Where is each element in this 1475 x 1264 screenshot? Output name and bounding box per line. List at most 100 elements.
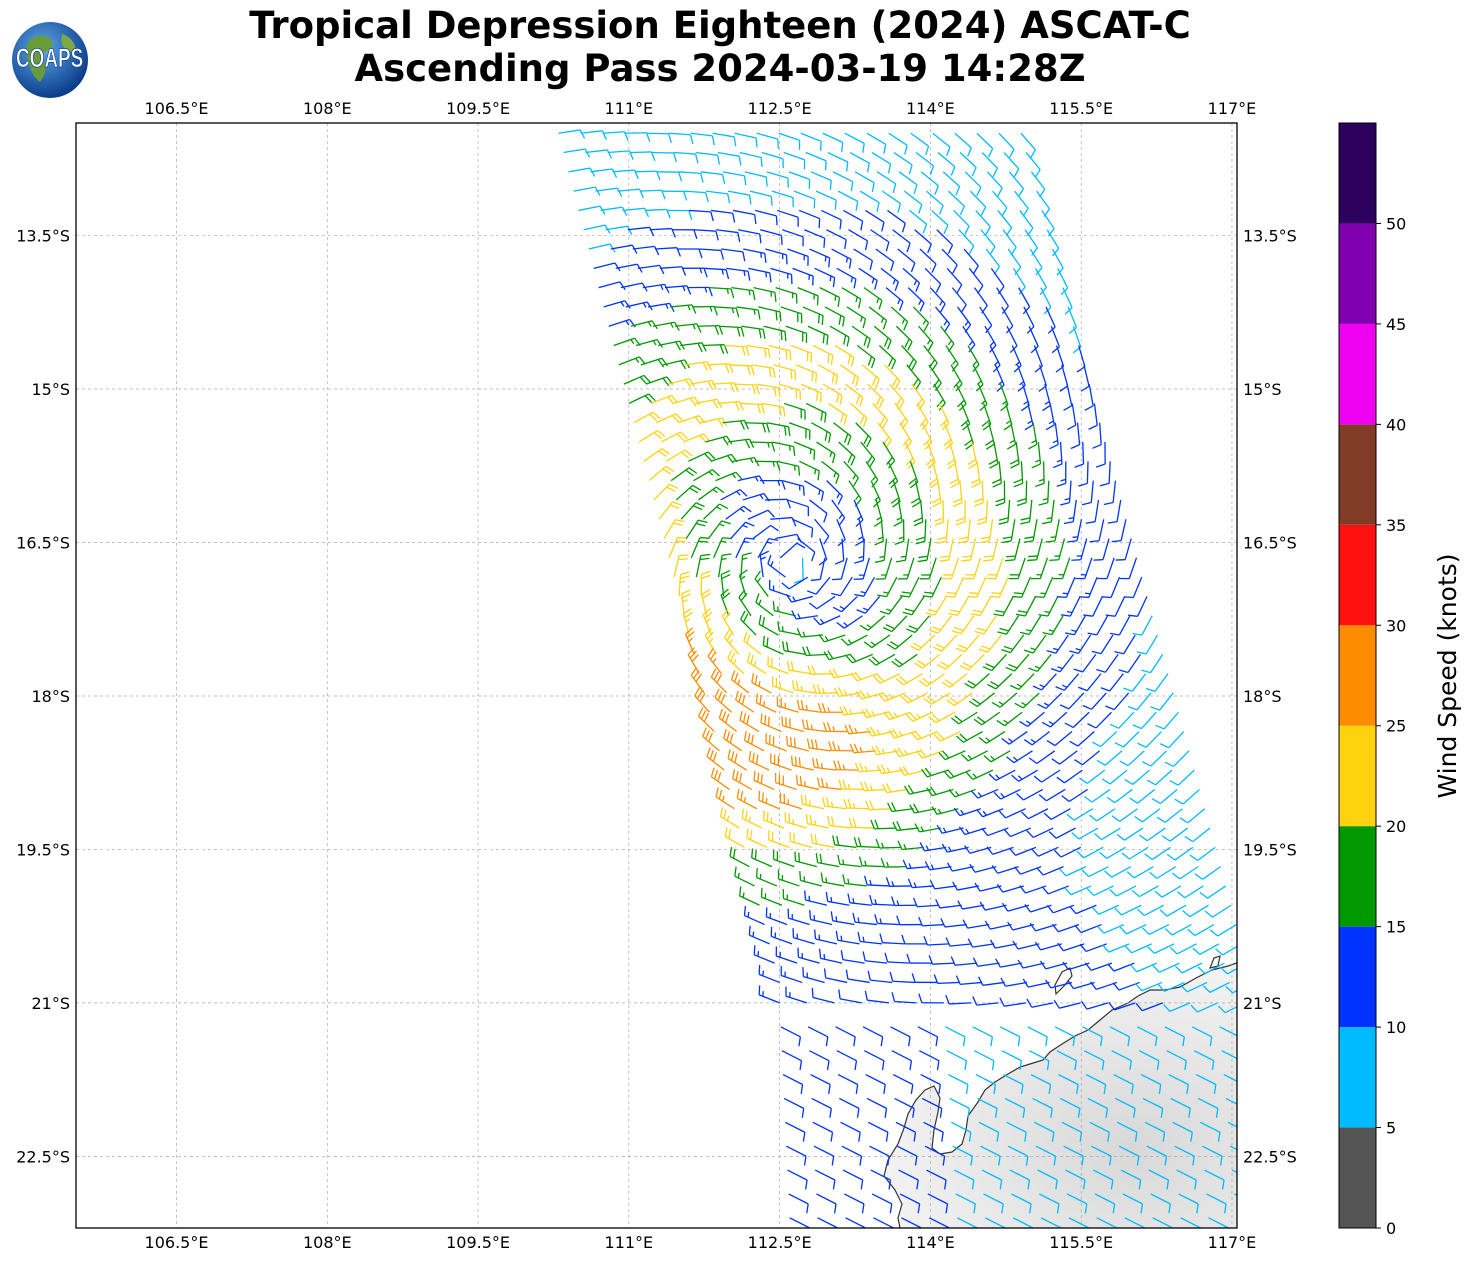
wind-barb	[918, 673, 946, 687]
wind-barb	[877, 576, 898, 598]
wind-barb	[1136, 634, 1159, 655]
wind-barb	[650, 394, 679, 405]
wind-barb	[866, 1097, 888, 1118]
wind-barb	[835, 1026, 856, 1047]
wind-barb	[955, 975, 983, 985]
wind-barb	[1033, 769, 1061, 783]
colorbar-band	[1339, 524, 1376, 626]
wind-barb	[816, 441, 836, 464]
wind-barb	[919, 248, 937, 273]
wind-barb	[786, 1145, 807, 1166]
wind-barb	[1003, 403, 1013, 431]
wind-barb	[1227, 1121, 1237, 1128]
wind-barb	[1195, 1073, 1217, 1094]
wind-barb	[1050, 325, 1060, 354]
wind-barb	[996, 711, 1023, 727]
wind-barb	[895, 538, 910, 563]
wind-barb	[820, 872, 845, 887]
wind-barb	[892, 821, 919, 832]
wind-barb	[683, 433, 711, 444]
wind-barb	[666, 209, 693, 220]
wind-barb	[622, 207, 650, 218]
wind-barb	[1009, 673, 1035, 691]
wind-barb	[964, 557, 982, 580]
wind-barb	[1190, 1002, 1218, 1013]
wind-barb	[605, 225, 633, 235]
wind-barb	[865, 209, 885, 232]
wind-barb	[881, 190, 902, 213]
wind-barb	[715, 787, 735, 810]
wind-barb	[1042, 383, 1052, 412]
wind-barb	[1001, 519, 1016, 544]
wind-barb	[906, 364, 922, 391]
wind-barb	[1168, 1073, 1189, 1094]
wind-barb	[1097, 557, 1115, 580]
wind-barb	[1249, 1051, 1269, 1070]
colorbar-tick-label: 20	[1386, 817, 1406, 836]
wind-barb	[758, 790, 780, 810]
wind-barb	[1111, 808, 1138, 822]
wind-barb	[812, 684, 839, 694]
wind-barb	[1169, 769, 1195, 786]
wind-barb	[1019, 711, 1045, 727]
wind-barb	[675, 323, 702, 333]
wind-barb	[938, 750, 966, 761]
wind-barb	[1071, 538, 1088, 561]
wind-barb	[1199, 885, 1227, 899]
wind-barb	[852, 912, 877, 926]
wind-barb	[757, 537, 779, 559]
wind-barb	[833, 760, 859, 771]
wind-barb	[896, 915, 922, 926]
wind-barb	[819, 287, 841, 307]
wind-barb	[983, 538, 999, 562]
wind-barb	[837, 1073, 859, 1094]
wind-barb	[972, 1026, 993, 1047]
wind-barb	[867, 1121, 889, 1142]
wind-barb	[1079, 769, 1106, 784]
wind-barb	[725, 505, 752, 520]
wind-barb	[784, 1121, 806, 1142]
wind-barb	[1008, 846, 1037, 856]
wind-barb	[1032, 673, 1057, 691]
wind-barb	[894, 519, 905, 545]
wind-barb	[822, 722, 849, 733]
colorbar-band	[1339, 424, 1376, 525]
wind-barb	[1037, 692, 1063, 710]
wind-barb	[1159, 904, 1187, 917]
wind-barb	[1197, 962, 1225, 974]
wind-barb	[887, 209, 906, 233]
wind-barb	[967, 938, 995, 948]
wind-barb	[1113, 1073, 1134, 1094]
lon-tick-label-top: 111°E	[605, 99, 654, 118]
colorbar-frame	[1338, 122, 1377, 1229]
wind-barb	[678, 171, 704, 183]
wind-barb	[931, 806, 959, 816]
wind-barb	[681, 589, 692, 616]
wind-barb	[845, 653, 873, 664]
wind-barb	[950, 1121, 972, 1142]
wind-barb	[970, 596, 992, 617]
wind-barb	[822, 132, 844, 152]
wind-barb	[796, 699, 822, 713]
wind-barb	[964, 673, 990, 689]
wind-barb	[875, 248, 895, 272]
lon-tick-label-bottom: 117°E	[1208, 1233, 1257, 1252]
wind-barb	[888, 132, 908, 155]
wind-barb	[828, 741, 854, 752]
wind-barb	[1102, 943, 1130, 953]
wind-barb	[901, 934, 927, 945]
wind-barb	[909, 634, 935, 651]
wind-barb	[951, 615, 975, 635]
wind-barb	[875, 838, 902, 849]
wind-barb	[739, 402, 765, 414]
wind-barb	[778, 383, 801, 400]
wind-barb	[755, 593, 774, 617]
wind-barb	[727, 749, 748, 771]
wind-barb	[955, 1193, 976, 1214]
wind-barb	[959, 152, 977, 177]
wind-barb	[869, 894, 895, 906]
wind-barb	[839, 364, 860, 387]
wind-barb	[1076, 345, 1086, 373]
wind-barb	[880, 267, 899, 291]
wind-barb	[854, 762, 882, 773]
